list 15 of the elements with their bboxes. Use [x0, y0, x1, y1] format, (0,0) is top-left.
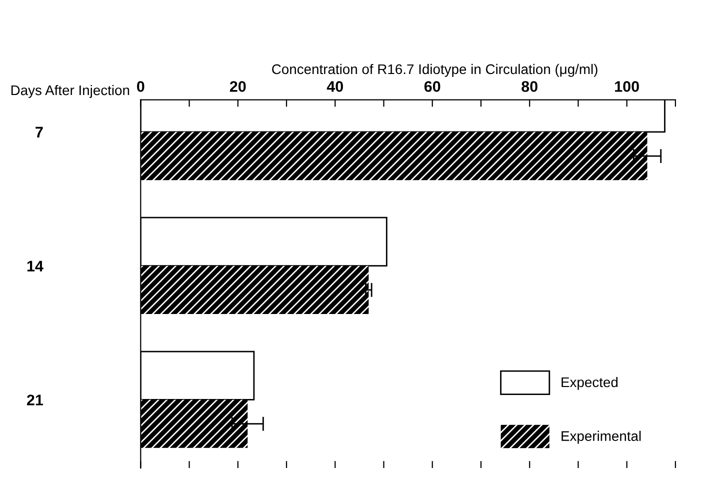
x-axis-title: Concentration of R16.7 Idiotype in Circulation (μg/ml)	[272, 64, 598, 77]
bar	[140, 400, 248, 448]
y-tick-label: 21	[26, 394, 44, 406]
legend-label: Experimental	[562, 430, 641, 444]
x-tick-label: 100	[615, 81, 639, 92]
x-tick-label: 40	[326, 81, 343, 92]
x-tick-label: 0	[137, 81, 144, 92]
y-tick-label: 14	[27, 260, 44, 272]
x-tick-label: 80	[522, 81, 538, 92]
x-tick-label: 60	[424, 81, 440, 92]
bar	[140, 266, 369, 314]
x-tick-label: 20	[230, 81, 246, 92]
y-tick-label: 7	[36, 126, 43, 138]
y-axis-title: Days After Injection	[11, 84, 130, 98]
legend-label: Expected	[562, 376, 618, 390]
